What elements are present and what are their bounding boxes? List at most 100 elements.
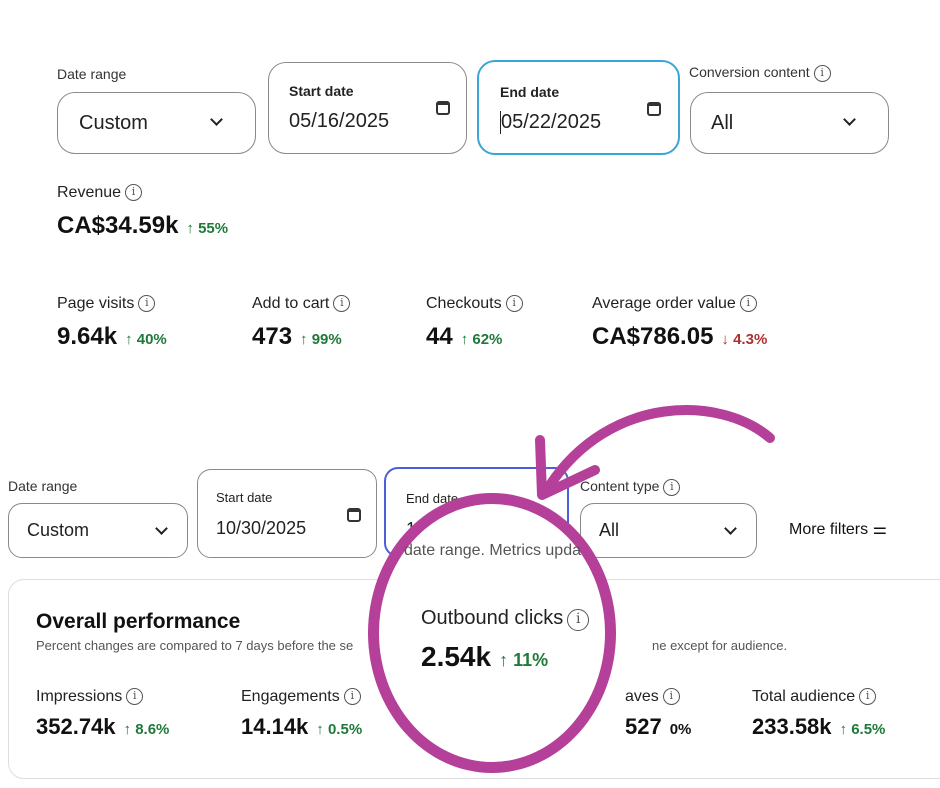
start-date-field[interactable]: Start date 10/30/2025: [197, 469, 377, 558]
metric-checkouts: Checkouts i 44 ↑ 62%: [426, 295, 523, 351]
metric-name: Revenue: [57, 184, 122, 201]
card-title: Overall performance: [36, 610, 241, 633]
content-type-value: All: [599, 520, 620, 540]
change-text: 8.6%: [135, 721, 170, 738]
calendar-icon[interactable]: [647, 102, 661, 116]
metric-impressions: Impressions i 352.74k ↑ 8.6%: [36, 688, 169, 740]
metric-value: 473: [252, 323, 293, 350]
metric-page-visits: Page visits i 9.64k ↑ 40%: [57, 295, 167, 351]
metric-change: ↑ 40%: [125, 331, 167, 348]
change-text: 40%: [136, 331, 167, 348]
metric-name: Average order value: [592, 295, 736, 312]
info-icon[interactable]: i: [567, 608, 590, 631]
end-date-value: 05/22/2025: [500, 111, 602, 134]
chevron-down-icon: [724, 522, 737, 535]
calendar-icon[interactable]: [347, 508, 361, 522]
info-icon[interactable]: i: [333, 295, 351, 313]
change-text: 11%: [513, 649, 549, 670]
info-icon[interactable]: i: [126, 688, 144, 706]
chevron-down-icon: [843, 113, 856, 126]
end-date-label: End date: [500, 84, 560, 100]
metric-name: aves: [625, 688, 659, 705]
info-icon[interactable]: i: [343, 688, 361, 706]
metric-change: ↑ 0.5%: [316, 721, 363, 738]
end-date-field[interactable]: End date 05/22/2025: [477, 60, 680, 155]
card-subtitle: Percent changes are compared to 7 days b…: [36, 638, 354, 653]
metric-name: Page visits: [57, 295, 135, 312]
date-range-label: Date range: [57, 66, 127, 82]
conversion-value: All: [711, 112, 734, 134]
change-text: 55%: [198, 220, 229, 237]
info-icon[interactable]: i: [125, 184, 143, 202]
date-range-label: Date range: [8, 478, 78, 494]
metric-change: ↓ 4.3%: [721, 331, 768, 348]
metric-value: CA$34.59k: [57, 212, 179, 239]
metric-change: 0%: [669, 721, 692, 738]
start-date-label: Start date: [216, 490, 273, 505]
more-filters-button[interactable]: More filters ⚌: [789, 519, 887, 539]
metric-value: 14.14k: [241, 714, 309, 739]
metric-revenue: Revenue i CA$34.59k ↑ 55%: [57, 184, 228, 240]
change-text: 4.3%: [733, 331, 768, 348]
conversion-content-label: Conversion content i: [689, 64, 831, 82]
conversion-content-select[interactable]: All: [690, 92, 889, 154]
metric-change: ↑ 99%: [300, 331, 342, 348]
info-icon[interactable]: i: [662, 688, 680, 706]
date-range-select[interactable]: Custom: [57, 92, 256, 154]
metric-value: 527: [625, 714, 662, 739]
metric-name: Checkouts: [426, 295, 502, 312]
metric-change: ↑ 55%: [186, 220, 229, 237]
metric-average-order-value: Average order value i CA$786.05 ↓ 4.3%: [592, 295, 767, 351]
change-text: 99%: [311, 331, 342, 348]
metric-total-audience: Total audience i 233.58k ↑ 6.5%: [752, 688, 885, 740]
date-range-value: Custom: [79, 112, 148, 134]
metric-name: Outbound clicks: [421, 607, 564, 629]
filter-sliders-icon: ⚌: [872, 521, 887, 538]
metric-change: ↑ 62%: [460, 331, 503, 348]
date-range-hint: date range. Metrics upda: [404, 542, 581, 559]
info-icon[interactable]: i: [138, 295, 156, 313]
more-filters-label: More filters: [789, 521, 869, 538]
content-type-select[interactable]: All: [580, 503, 757, 558]
metric-name: Impressions: [36, 688, 123, 705]
chevron-down-icon: [155, 522, 168, 535]
curved-arrow-icon: [535, 405, 775, 500]
info-icon[interactable]: i: [813, 64, 831, 82]
info-icon[interactable]: i: [505, 295, 523, 313]
calendar-icon[interactable]: [436, 101, 450, 115]
metric-engagements: Engagements i 14.14k ↑ 0.5%: [241, 688, 362, 740]
metric-value: 2.54k: [421, 640, 492, 672]
change-text: 62%: [472, 331, 503, 348]
metric-name: Add to cart: [252, 295, 330, 312]
label-text: Conversion content: [689, 64, 810, 80]
date-range-select[interactable]: Custom: [8, 503, 188, 558]
change-text: 6.5%: [851, 721, 886, 738]
metric-outbound-clicks: Outbound clicks i 2.54k ↑ 11%: [421, 607, 590, 673]
metric-value: 233.58k: [752, 714, 832, 739]
metric-add-to-cart: Add to cart i 473 ↑ 99%: [252, 295, 351, 351]
change-text: 0.5%: [327, 721, 363, 738]
metric-change: ↑ 11%: [499, 649, 549, 670]
start-date-value: 10/30/2025: [216, 518, 307, 538]
start-date-value: 05/16/2025: [289, 110, 390, 132]
chevron-down-icon: [210, 113, 223, 126]
start-date-field[interactable]: Start date 05/16/2025: [268, 62, 467, 154]
metric-name: Total audience: [752, 688, 856, 705]
highlight-circle: [368, 493, 616, 773]
info-icon[interactable]: i: [739, 295, 757, 313]
metric-value: 9.64k: [57, 323, 118, 350]
content-type-label: Content type i: [580, 478, 681, 496]
metric-saves: aves i 527 0%: [625, 688, 691, 740]
info-icon[interactable]: i: [859, 688, 877, 706]
metric-name: Engagements: [241, 688, 340, 705]
date-range-value: Custom: [27, 520, 90, 540]
label-text: Content type: [580, 478, 660, 494]
metric-value: 352.74k: [36, 714, 116, 739]
info-icon[interactable]: i: [663, 478, 681, 496]
metric-change: ↑ 6.5%: [839, 721, 886, 738]
metric-change: ↑ 8.6%: [123, 721, 170, 738]
start-date-label: Start date: [289, 83, 354, 99]
metric-value: 44: [426, 323, 453, 350]
metric-value: CA$786.05: [592, 323, 714, 350]
card-subtitle-end: ne except for audience.: [652, 638, 788, 653]
